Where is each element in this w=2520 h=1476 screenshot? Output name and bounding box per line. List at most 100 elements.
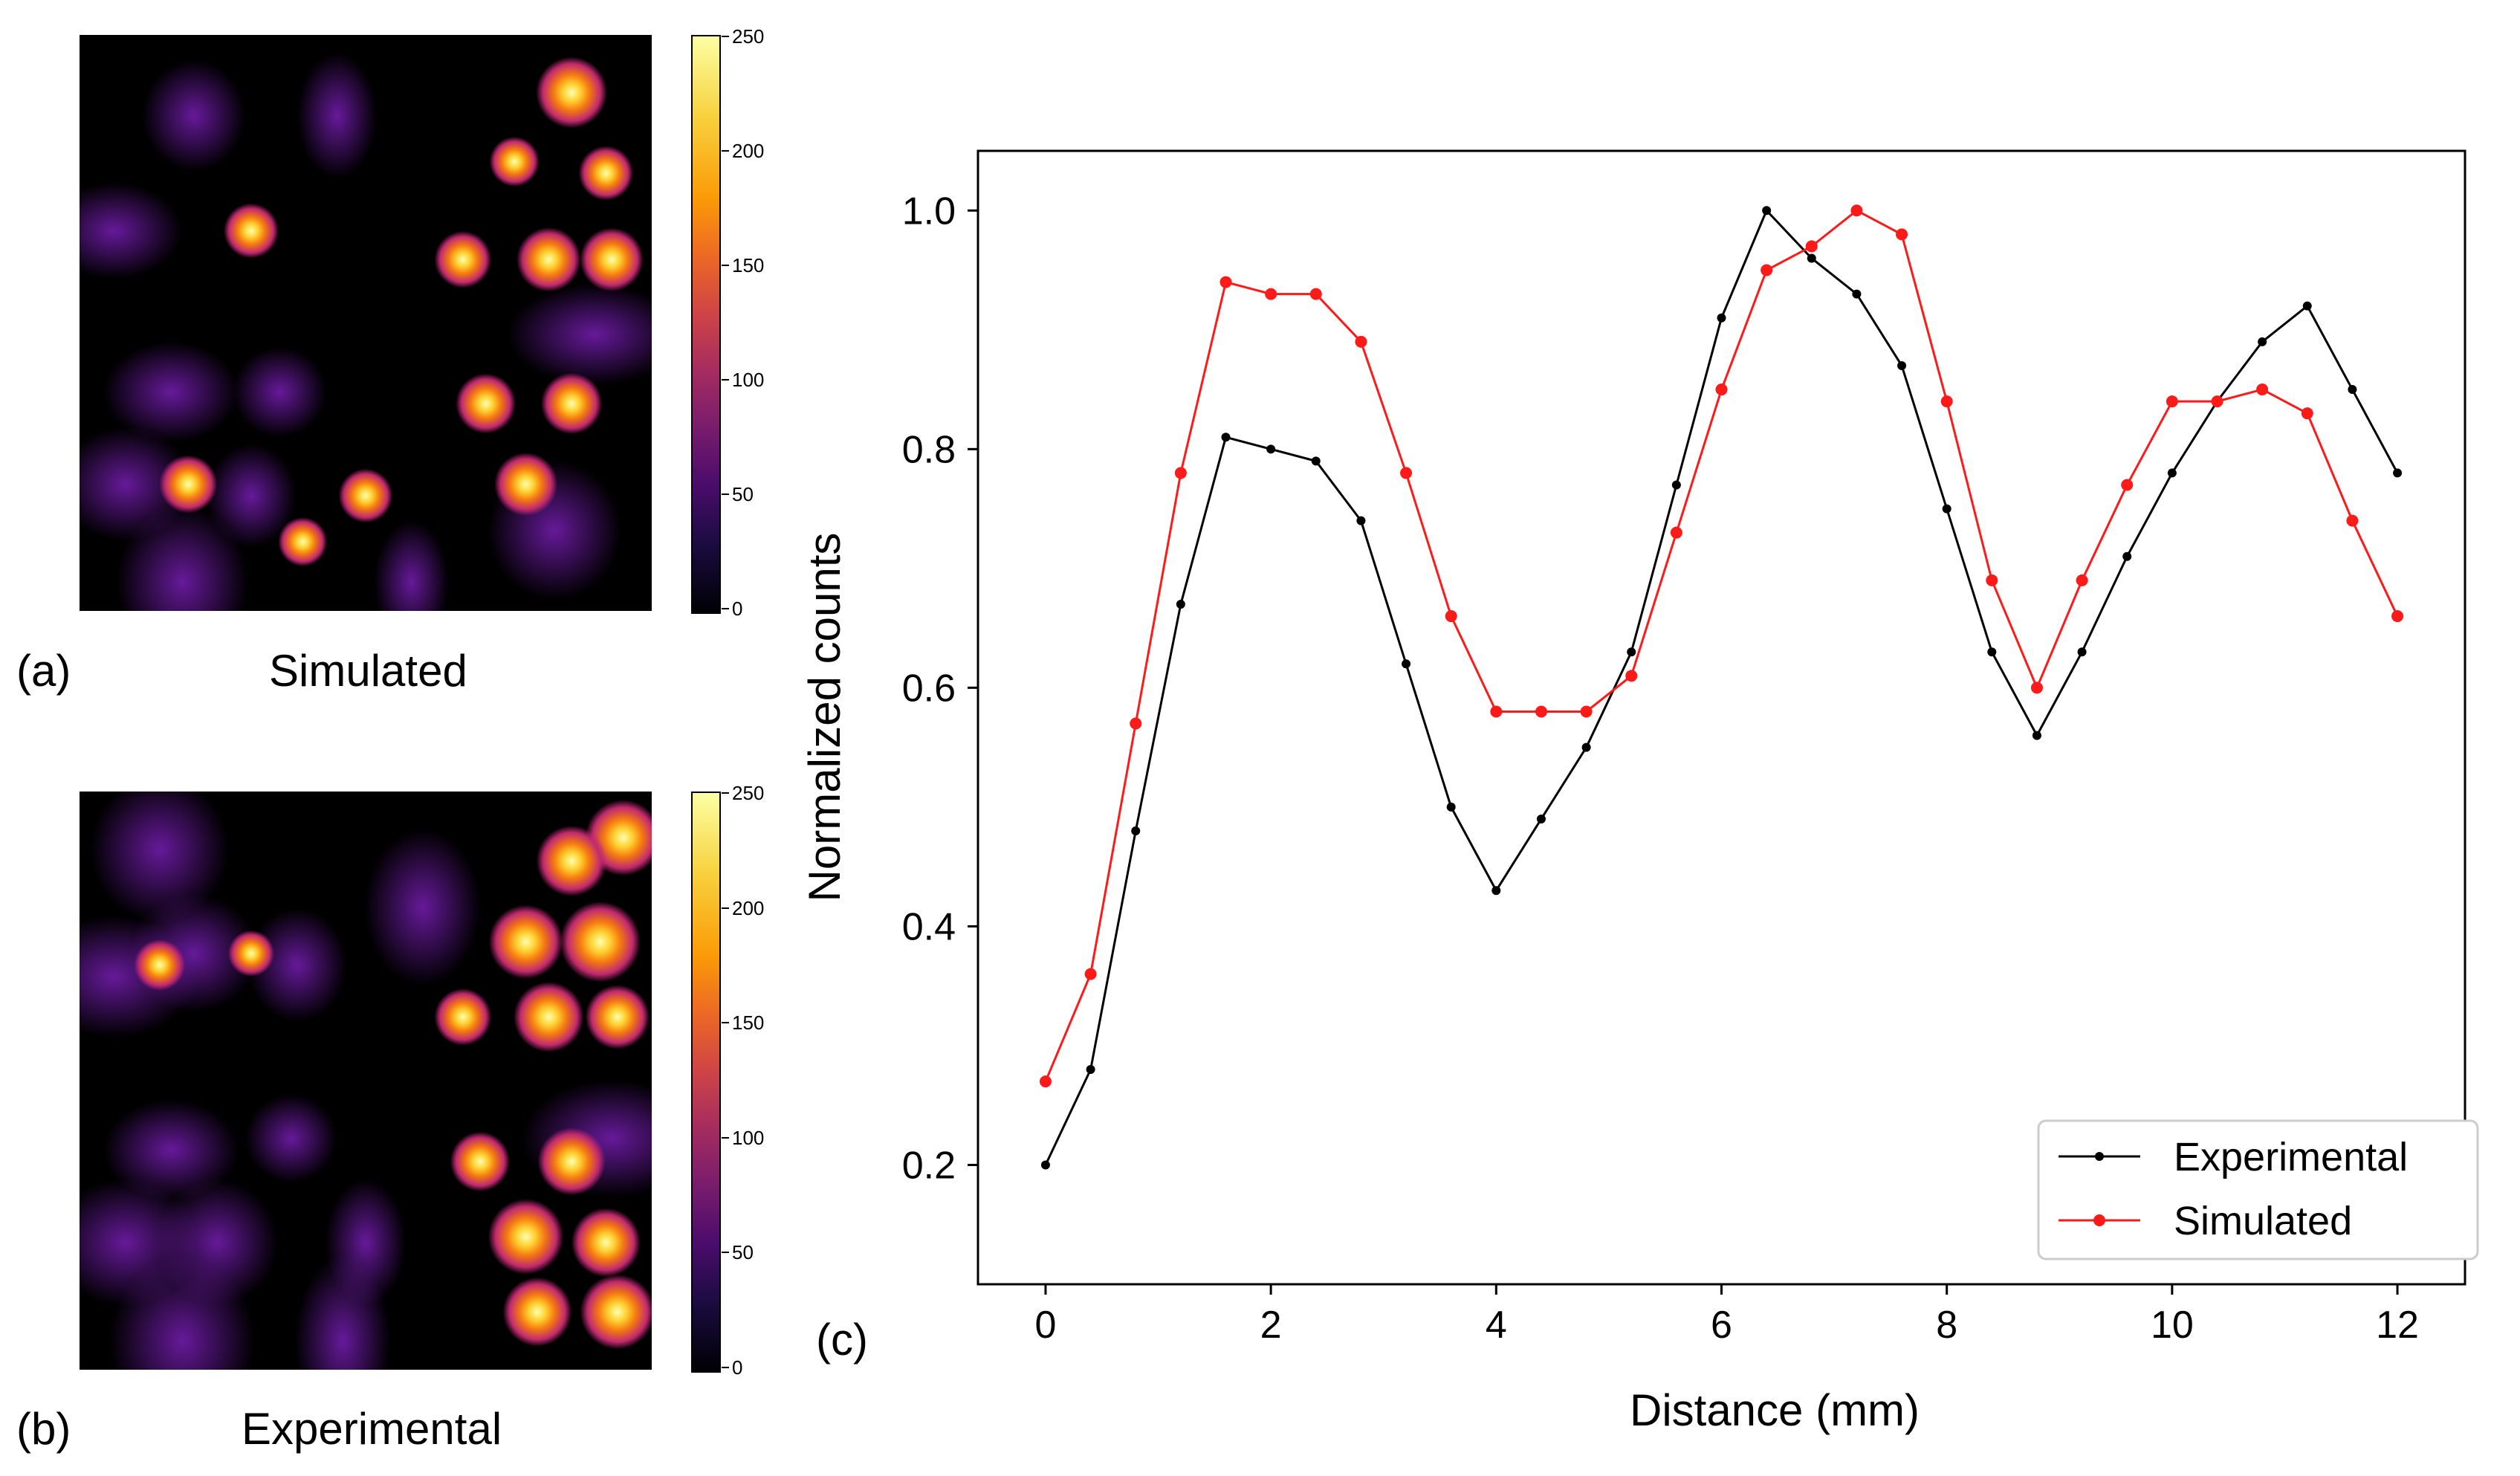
- simulated-data-point: [2121, 479, 2134, 491]
- x-tick-label: 6: [1711, 1304, 1732, 1347]
- y-tick-label: 0.2: [902, 1144, 956, 1187]
- y-tick-label: 0.4: [902, 905, 956, 948]
- simulated-data-point: [1490, 705, 1503, 718]
- simulated-data-point: [1805, 240, 1818, 253]
- colorbar-tick: 100: [721, 1126, 765, 1149]
- simulated-data-point: [2391, 610, 2404, 623]
- experimental-data-point: [1446, 802, 1456, 812]
- colorbar-tick: 150: [721, 1011, 765, 1035]
- colorbar-tick: 250: [721, 25, 765, 48]
- experimental-series-line: [1044, 208, 2399, 1166]
- simulated-data-point: [2301, 407, 2313, 420]
- experimental-data-point: [1266, 444, 1276, 454]
- y-axis-label: Normalized counts: [800, 533, 849, 902]
- x-axis-label: Distance (mm): [1630, 1385, 1920, 1435]
- colorbar-tick: 50: [722, 1241, 754, 1264]
- x-tick-label: 2: [1260, 1304, 1282, 1347]
- experimental-data-point: [1131, 826, 1141, 835]
- experimental-data-point: [2122, 551, 2132, 561]
- experimental-data-point: [1536, 814, 1546, 823]
- simulated-data-point: [1761, 264, 1773, 276]
- experimental-data-point: [1671, 480, 1681, 490]
- y-tick-label: 0.6: [902, 667, 956, 710]
- experimental-legend-marker: [2095, 1152, 2104, 1161]
- simulated-data-point: [2211, 395, 2223, 408]
- colorbar-tick: 200: [721, 896, 765, 919]
- colorbar-tick: 150: [721, 254, 765, 276]
- experimental-data-point: [2393, 468, 2403, 478]
- colorbar-tick: 0: [721, 598, 743, 620]
- simulated-data-point: [1355, 335, 1367, 348]
- experimental-data-point: [2258, 337, 2267, 346]
- simulated-data-point: [1580, 705, 1593, 718]
- simulated-data-point: [1219, 276, 1232, 288]
- simulated-data-point: [1400, 467, 1413, 479]
- experimental-data-point: [1491, 886, 1501, 896]
- panel-a-label: (a): [16, 646, 71, 696]
- x-tick-label: 10: [2151, 1304, 2194, 1347]
- y-tick-label: 0.8: [902, 428, 956, 471]
- simulated-data-point: [2256, 383, 2269, 396]
- simulated-data-point: [1896, 228, 1908, 241]
- simulated-legend-label: Simulated: [2174, 1199, 2352, 1243]
- experimental-data-point: [1086, 1065, 1095, 1075]
- panel-b-title: Experimental: [242, 1404, 502, 1454]
- colorbar-tick: 250: [721, 782, 765, 804]
- experimental-heatmap: [80, 792, 652, 1370]
- y-tick-label: 1.0: [902, 190, 956, 233]
- experimental-legend-label: Experimental: [2174, 1135, 2408, 1179]
- experimental-data-point: [1581, 742, 1591, 752]
- simulated-data-point: [1715, 383, 1728, 396]
- x-tick-label: 4: [1486, 1304, 1507, 1347]
- experimental-data-point: [1402, 659, 1411, 669]
- experimental-data-point: [1356, 516, 1366, 525]
- simulated-data-point: [1625, 670, 1638, 682]
- panel-a-title: Simulated: [269, 646, 467, 696]
- experimental-data-point: [1897, 360, 1907, 370]
- simulated-data-point: [1084, 968, 1097, 980]
- simulated-data-point: [1265, 288, 1277, 300]
- simulated-data-point: [1986, 574, 1998, 586]
- experimental-data-point: [1942, 504, 1951, 514]
- experimental-data-point: [2348, 385, 2357, 395]
- experimental-data-point: [1762, 206, 1772, 216]
- simulated-data-point: [2166, 395, 2178, 408]
- panel-b-label: (b): [16, 1404, 71, 1454]
- experimental-data-point: [2032, 731, 2041, 740]
- experimental-data-point: [1040, 1160, 1050, 1170]
- simulated-data-point: [2076, 574, 2088, 586]
- experimental-data-point: [1852, 289, 1862, 299]
- legend-box: [2037, 1119, 2479, 1260]
- colorbar-tick: 100: [721, 369, 765, 391]
- simulated-data-point: [1445, 610, 1457, 623]
- experimental-data-point: [1987, 647, 1997, 657]
- simulated-data-point: [1940, 395, 1953, 408]
- experimental-data-point: [2167, 468, 2177, 478]
- colorbar-tick: 0: [721, 1356, 743, 1379]
- simulated-data-point: [1850, 204, 1863, 217]
- experimental-data-point: [1807, 253, 1816, 263]
- simulated-data-point: [2030, 682, 2043, 694]
- simulated-data-point: [1039, 1075, 1052, 1088]
- experimental-data-point: [1717, 313, 1726, 323]
- experimental-data-point: [1311, 456, 1321, 466]
- panel-c-label: (c): [816, 1315, 868, 1365]
- colorbar-tick: 200: [721, 140, 765, 162]
- colorbar-b: [691, 792, 721, 1373]
- simulated-data-point: [1670, 526, 1682, 539]
- x-tick-label: 8: [1936, 1304, 1957, 1347]
- simulated-data-point: [2346, 514, 2359, 527]
- simulated-data-point: [1535, 705, 1547, 718]
- colorbar-tick: 50: [722, 483, 754, 505]
- experimental-data-point: [1627, 647, 1636, 657]
- simulated-legend-marker: [2093, 1214, 2105, 1226]
- legend: Experimental Simulated: [2037, 1119, 2479, 1260]
- experimental-data-point: [1176, 600, 1185, 609]
- simulated-series-line: [1044, 209, 2399, 1082]
- simulated-data-point: [1309, 288, 1322, 300]
- simulated-data-point: [1174, 467, 1187, 479]
- simulated-heatmap: [80, 35, 652, 611]
- colorbar-a: [691, 35, 721, 614]
- x-tick-label: 12: [2376, 1304, 2419, 1347]
